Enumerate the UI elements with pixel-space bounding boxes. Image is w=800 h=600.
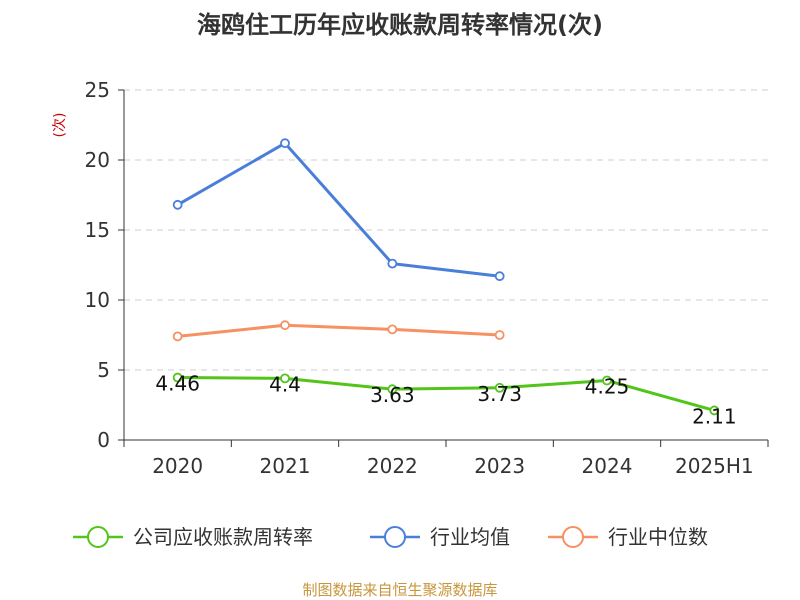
- legend-marker: [562, 526, 584, 548]
- x-tick-label: 2025H1: [675, 454, 754, 478]
- data-labels: 4.46 4.4 3.63 3.73 4.25 2.11: [155, 372, 736, 429]
- series: [172, 138, 720, 416]
- data-point[interactable]: [280, 373, 290, 384]
- data-label: 4.4: [269, 372, 301, 396]
- data-label: 3.63: [370, 383, 415, 407]
- y-tick-label: 5: [97, 358, 110, 382]
- legend-item[interactable]: 行业中位数: [548, 525, 708, 549]
- data-point[interactable]: [172, 372, 183, 383]
- legend-item[interactable]: 行业均值: [370, 525, 510, 549]
- data-point[interactable]: [172, 331, 183, 342]
- source-note: 制图数据来自恒生聚源数据库: [302, 581, 497, 599]
- x-tick-label: 2021: [260, 454, 311, 478]
- data-point[interactable]: [494, 382, 505, 393]
- data-point[interactable]: [172, 199, 183, 210]
- grid-lines: [124, 89, 768, 371]
- series-line: [176, 141, 500, 278]
- data-point[interactable]: [387, 384, 398, 395]
- data-point[interactable]: [494, 271, 505, 282]
- x-tick-label: 2024: [582, 454, 633, 478]
- chart-title: 海鸥住工历年应收账款周转率情况(次): [197, 11, 603, 39]
- legend-label: 行业均值: [430, 525, 510, 549]
- data-label: 3.73: [477, 382, 522, 406]
- y-tick-label: 0: [97, 428, 110, 452]
- legend-label: 公司应收账款周转率: [133, 525, 313, 549]
- y-tick-label: 20: [85, 148, 110, 172]
- series-line: [177, 323, 500, 338]
- legend-marker: [384, 526, 406, 548]
- legend-marker: [87, 526, 109, 548]
- data-point[interactable]: [280, 320, 290, 331]
- x-tick-label: 2023: [474, 454, 525, 478]
- data-point[interactable]: [387, 258, 398, 269]
- data-label: 2.11: [692, 404, 737, 428]
- data-point[interactable]: [709, 405, 720, 416]
- y-tick-label: 15: [85, 218, 110, 242]
- legend[interactable]: 公司应收账款周转率 行业均值 行业中位数: [73, 525, 708, 549]
- legend-label: 行业中位数: [608, 525, 708, 549]
- legend-item[interactable]: 公司应收账款周转率: [73, 525, 313, 549]
- data-point[interactable]: [280, 138, 290, 149]
- data-point[interactable]: [602, 375, 612, 386]
- axes: 0 5 10 15 20 25 2020 2021 2022 2023 2024 2025H1: [85, 78, 769, 478]
- data-label: 4.46: [155, 372, 200, 396]
- x-tick-label: 2022: [367, 454, 418, 478]
- data-point[interactable]: [494, 330, 505, 340]
- series-line: [177, 376, 715, 412]
- x-tick-label: 2020: [152, 454, 203, 478]
- data-label: 4.25: [585, 375, 630, 399]
- y-tick-label: 25: [85, 78, 110, 102]
- y-tick-label: 10: [85, 288, 110, 312]
- y-axis-label: (次): [52, 113, 68, 138]
- data-point[interactable]: [387, 324, 398, 335]
